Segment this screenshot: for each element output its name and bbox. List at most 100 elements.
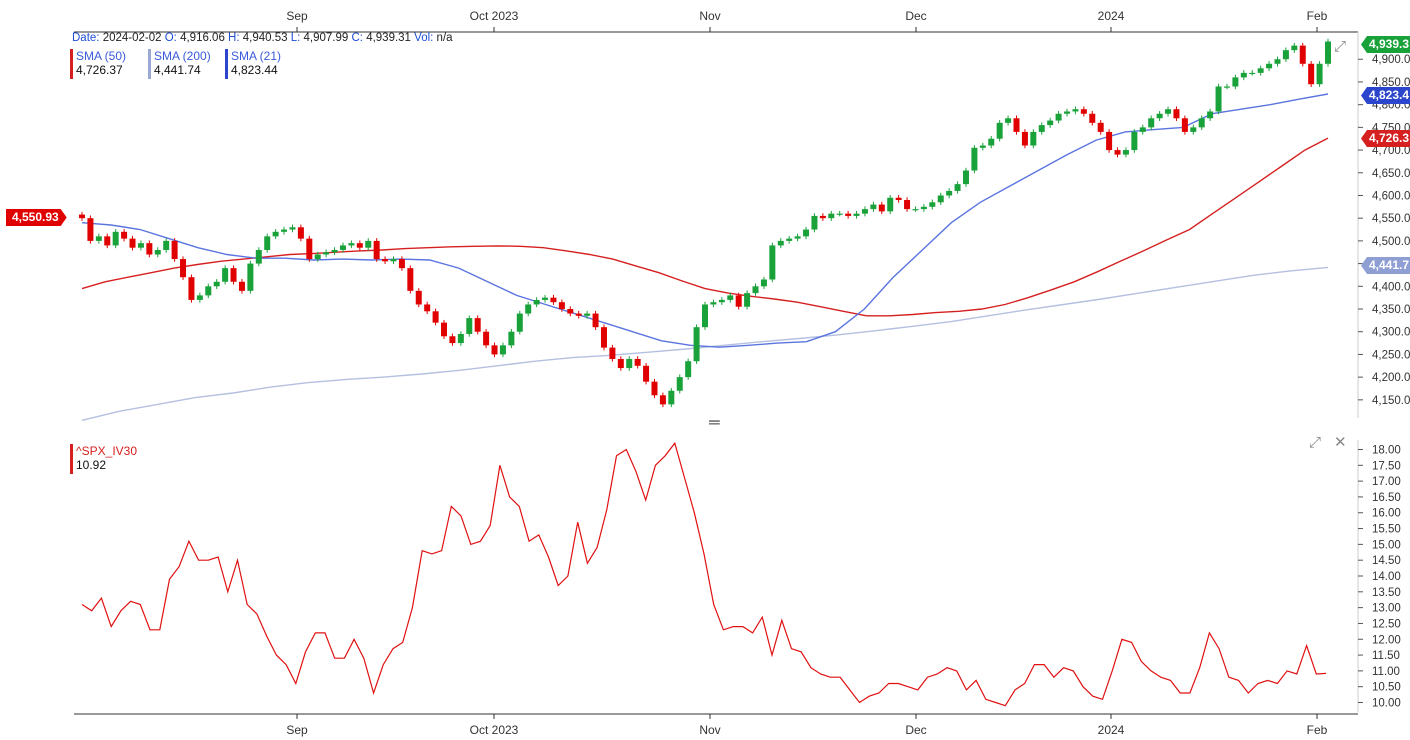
candle: [1072, 106, 1079, 115]
y-tick-label: 15.50: [1372, 524, 1401, 536]
legend-sma50[interactable]: SMA (50) 4,726.37: [70, 49, 126, 79]
expand-icon[interactable]: ⤢: [1309, 434, 1322, 451]
sma-line-21: [81, 93, 1329, 348]
x-tick-label-top: Feb: [1307, 9, 1328, 23]
candle: [617, 356, 624, 371]
candle: [1055, 111, 1062, 124]
candle: [904, 197, 911, 212]
candle: [415, 288, 422, 308]
pane-divider-handle[interactable]: ═: [709, 414, 720, 431]
candle: [1148, 115, 1155, 131]
candle: [693, 324, 700, 364]
candle: [769, 242, 776, 283]
candle: [1240, 70, 1247, 81]
candle: [79, 211, 85, 221]
candle: [878, 201, 885, 215]
candle: [744, 290, 751, 310]
sma21-price-tag: 4,823.4: [1361, 87, 1410, 104]
candle: [550, 294, 557, 305]
candle: [811, 213, 818, 233]
candle: [794, 233, 801, 242]
candle: [441, 319, 448, 339]
candle: [954, 181, 961, 194]
lower-iv-axis: 10.00 10.50 11.00 11.50 12.00 12.50 13.00 13.50…: [1358, 444, 1401, 710]
candle: [1165, 106, 1172, 117]
candle: [1038, 122, 1045, 135]
x-tick-label-top: Nov: [699, 9, 720, 23]
candle: [1181, 115, 1188, 135]
y-tick-label: 4,400.00: [1372, 281, 1410, 293]
candle: [407, 265, 414, 294]
candle: [996, 120, 1003, 142]
candle: [777, 238, 784, 249]
y-tick-label: 17.50: [1372, 460, 1401, 472]
candle: [95, 233, 102, 244]
candle: [651, 378, 658, 399]
x-tick-label-bottom: Feb: [1307, 723, 1328, 737]
y-tick-label: 4,300.00: [1372, 327, 1410, 339]
candle: [558, 299, 565, 312]
legend-name: SMA (200): [154, 49, 211, 63]
candle: [1064, 108, 1071, 117]
candle: [137, 240, 144, 251]
candle: [1122, 147, 1129, 158]
x-tick-label-top: Oct 2023: [470, 9, 519, 23]
sma-lines: [81, 93, 1329, 421]
candle: [760, 276, 767, 290]
legend-iv30[interactable]: ^SPX_IV30 10.92: [70, 444, 137, 474]
candle: [382, 256, 389, 265]
candle: [339, 242, 346, 253]
low-label: L:: [290, 32, 301, 44]
candle: [146, 240, 153, 258]
candle: [912, 206, 919, 212]
vol-label: Vol:: [414, 32, 434, 44]
candle: [449, 333, 456, 346]
candle: [432, 308, 439, 326]
candle: [213, 279, 220, 290]
sma200-price-tag: 4,441.7: [1361, 257, 1410, 274]
legend-swatch: [70, 49, 73, 79]
y-tick-label: 14.00: [1372, 571, 1401, 583]
open-value: 4,916.06: [180, 32, 225, 44]
y-tick-label: 4,700.00: [1372, 145, 1410, 157]
candle: [1047, 117, 1054, 128]
candle: [1021, 129, 1028, 149]
candle: [853, 210, 860, 219]
ohlc-info-bar: Date: 2024-02-02 O: 4,916.06 H: 4,940.53…: [72, 32, 453, 44]
candle: [87, 215, 94, 244]
candle: [1173, 106, 1180, 122]
expand-icon[interactable]: ⤢: [1334, 38, 1347, 55]
close-icon[interactable]: ✕: [1334, 434, 1347, 451]
last-price-tag: 4,939.3: [1361, 36, 1410, 53]
candle: [1325, 38, 1331, 67]
legend-value: 4,726.37: [76, 63, 123, 77]
candle: [1013, 115, 1020, 135]
legend-sma21[interactable]: SMA (21) 4,823.44: [225, 49, 281, 79]
candle: [247, 260, 254, 294]
candle: [356, 240, 363, 251]
candle: [819, 213, 826, 221]
sma-line-50: [81, 137, 1329, 317]
y-tick-label: 17.00: [1372, 476, 1401, 488]
y-tick-label: 4,500.00: [1372, 236, 1410, 248]
iv30-series-line: [81, 441, 1327, 707]
candle: [1223, 83, 1230, 90]
candle: [1030, 129, 1037, 149]
y-tick-label: 16.00: [1372, 508, 1401, 520]
candle: [1131, 129, 1138, 153]
x-tick-label-bottom: Nov: [699, 723, 720, 737]
candle: [870, 201, 877, 212]
candle: [634, 356, 641, 369]
candle: [483, 328, 490, 349]
candle: [727, 292, 734, 303]
candle: [314, 251, 321, 262]
y-tick-label: 4,650.00: [1372, 168, 1410, 180]
candle: [457, 331, 464, 346]
candle: [1005, 115, 1012, 126]
legend-swatch: [225, 49, 228, 79]
legend-sma200[interactable]: SMA (200) 4,441.74: [148, 49, 211, 79]
candle: [828, 210, 835, 221]
legend-swatch: [148, 49, 151, 79]
candle: [567, 306, 574, 317]
y-tick-label: 4,850.00: [1372, 77, 1410, 89]
